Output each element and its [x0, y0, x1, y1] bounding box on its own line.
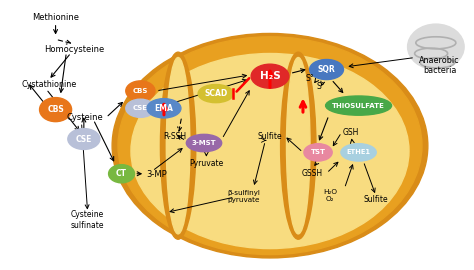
Ellipse shape: [281, 52, 316, 239]
Ellipse shape: [198, 85, 234, 103]
Ellipse shape: [286, 58, 310, 234]
Text: EMA: EMA: [155, 104, 173, 113]
Text: H₂O
O₂: H₂O O₂: [323, 190, 337, 202]
Ellipse shape: [326, 96, 392, 115]
Text: SCAD: SCAD: [204, 89, 228, 98]
Text: Sulfite: Sulfite: [258, 132, 283, 141]
Text: Methionine: Methionine: [32, 13, 79, 22]
Text: Anaerobic
bacteria: Anaerobic bacteria: [419, 56, 460, 75]
Ellipse shape: [147, 99, 181, 118]
Ellipse shape: [126, 99, 155, 117]
Ellipse shape: [408, 24, 464, 70]
Text: S°: S°: [306, 74, 314, 83]
Text: SQR: SQR: [318, 65, 336, 74]
Text: GSSH: GSSH: [302, 169, 323, 178]
Text: Homocysteine: Homocysteine: [44, 45, 105, 54]
Text: 3-MP: 3-MP: [146, 170, 167, 179]
Text: CSE: CSE: [133, 105, 148, 111]
Ellipse shape: [39, 97, 72, 122]
Ellipse shape: [310, 59, 344, 80]
Ellipse shape: [341, 144, 376, 161]
Text: THIOSULFATE: THIOSULFATE: [332, 103, 385, 109]
Ellipse shape: [251, 64, 289, 88]
Ellipse shape: [112, 33, 428, 258]
Ellipse shape: [126, 81, 155, 101]
Ellipse shape: [186, 134, 222, 152]
Ellipse shape: [68, 129, 100, 149]
Text: β-sulfinyl
pyruvate: β-sulfinyl pyruvate: [228, 191, 261, 204]
Text: Cysteine
sulfinate: Cysteine sulfinate: [71, 210, 104, 230]
Text: Pyruvate: Pyruvate: [189, 158, 224, 168]
Text: CBS: CBS: [133, 88, 148, 94]
Text: Sulfite: Sulfite: [364, 195, 388, 204]
Ellipse shape: [109, 165, 135, 183]
Text: H₂S: H₂S: [260, 71, 280, 81]
Text: CBS: CBS: [47, 105, 64, 114]
Ellipse shape: [118, 37, 422, 255]
Text: CSE: CSE: [76, 134, 92, 144]
Ellipse shape: [304, 144, 332, 161]
Text: TST: TST: [310, 149, 326, 155]
Ellipse shape: [166, 58, 190, 234]
Text: ETHE1: ETHE1: [346, 149, 371, 155]
Text: 3-MST: 3-MST: [191, 140, 216, 146]
Ellipse shape: [160, 52, 196, 239]
Text: S°: S°: [316, 82, 325, 91]
Ellipse shape: [131, 53, 409, 249]
Text: R-SSH: R-SSH: [163, 132, 186, 141]
Text: Cystathionine: Cystathionine: [21, 80, 76, 89]
Text: CT: CT: [116, 169, 127, 178]
Text: GSH: GSH: [343, 128, 359, 137]
Text: Cysteine: Cysteine: [67, 113, 104, 122]
